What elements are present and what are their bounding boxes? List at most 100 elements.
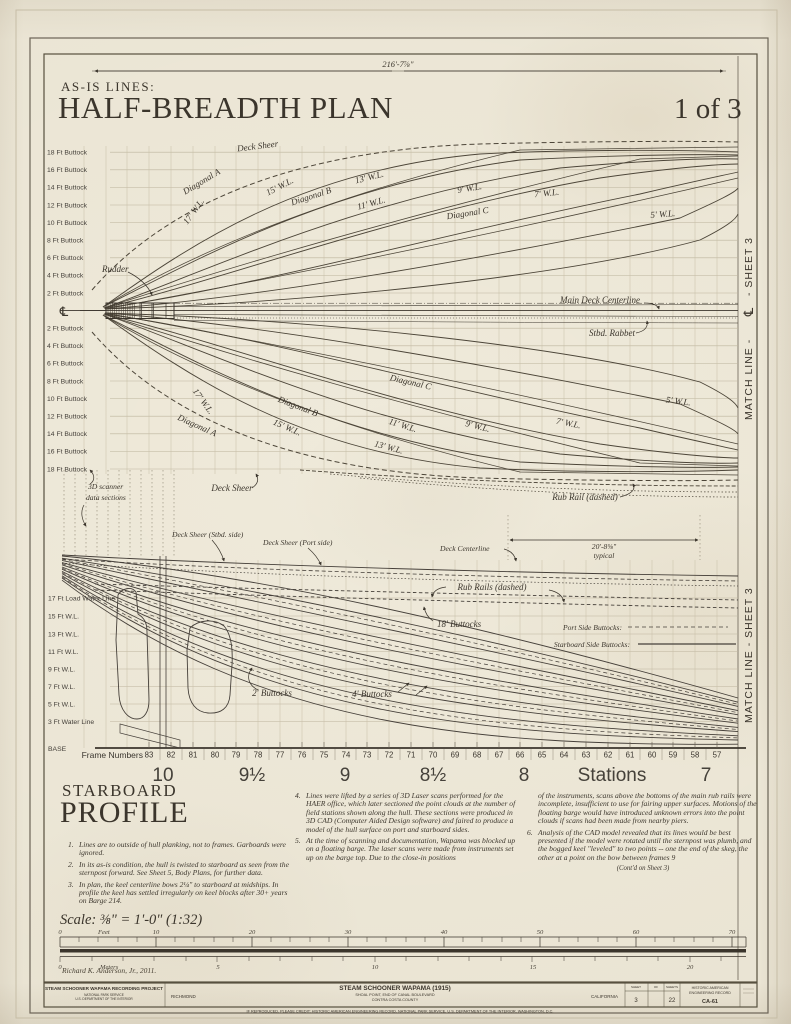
notes-column-1: 1. Lines are to outside of hull planking… <box>68 840 296 909</box>
deck-sheer-stbd-label: Deck Sheer (Stbd. side) <box>171 530 244 539</box>
curve-label-17wl: 17' W.L. <box>181 196 206 226</box>
upper-plan-grid <box>83 146 738 474</box>
delineator-signature: Richard K. Anderson, Jr., 2011. <box>61 966 156 975</box>
scanner-note-line1: 3D scanner <box>87 482 123 491</box>
continued-note: (Cont'd on Sheet 3) <box>616 865 670 873</box>
station-number: 10 <box>152 765 173 786</box>
note-text: Analysis of the CAD model revealed that … <box>538 827 752 862</box>
note-number: 4. <box>295 791 301 800</box>
station-number: 9½ <box>239 765 266 786</box>
curve-label-9wl: 9' W.L. <box>456 181 482 195</box>
match-line-upper: - SHEET 3 ℄ MATCH LINE - <box>742 237 757 420</box>
sheets-total: 22 <box>669 998 676 1004</box>
profile-heading-line2: PROFILE <box>60 796 189 829</box>
profile-labels: 17 Ft Load Water Line 15 Ft W.L. 13 Ft W… <box>48 582 736 753</box>
note-item: 2. In its as-is condition, the hull is t… <box>68 860 296 878</box>
stations-row: 10 9½ 9 8½ 8 Stations 7 <box>152 765 711 786</box>
centerline-symbol: ℄ <box>742 306 757 318</box>
feet-tick-label: 60 <box>633 929 640 936</box>
curve-label-diagonal-b: Diagonal B <box>289 185 333 208</box>
structure-address: SHOAL POINT, END OF CANAL BOULEVARD <box>355 993 434 997</box>
station-number: 8½ <box>420 765 447 786</box>
frame-number: 59 <box>669 751 678 760</box>
curve-label-11wl: 11' W.L. <box>356 195 386 212</box>
buttock-axis-labels: 18 Ft Buttock 16 Ft Buttock 14 Ft Buttoc… <box>47 150 88 474</box>
project-agency-line: NATIONAL PARK SERVICE <box>84 993 124 997</box>
profile-heading-line1: STARBOARD <box>62 781 178 800</box>
record-number: CA-61 <box>702 999 718 1005</box>
page-title: HALF-BREADTH PLAN <box>58 90 393 125</box>
mid-sheet-labels: 3D scanner data sections Deck Sheer Rub … <box>86 482 699 560</box>
sheet-of-indicator: 1 of 3 <box>674 93 742 125</box>
base-label: BASE <box>48 746 67 753</box>
buttock-label: 18 Ft Buttock <box>47 466 88 473</box>
buttock-label: 2 Ft Buttock <box>47 290 84 297</box>
note-number: 1. <box>68 840 74 849</box>
waterline-label: 15 Ft W.L. <box>48 614 79 621</box>
upper-plan-curve-labels: Deck Sheer Diagonal A 17' W.L. 15' W.L. … <box>101 138 691 455</box>
feet-tick-label: 0 <box>58 929 62 936</box>
typical-dimension-label: 20'-8⅝" <box>592 542 617 551</box>
curve-label-9wl: 9' W.L. <box>464 418 491 434</box>
meters-tick-label: 20 <box>687 964 694 971</box>
frame-number: 76 <box>298 751 307 760</box>
buttock-label: 8 Ft Buttock <box>47 238 84 245</box>
notes-column-2: 4. Lines were lifted by a series of 3D L… <box>295 791 519 865</box>
note-item: 5. At the time of scanning and documenta… <box>295 836 519 862</box>
feet-tick-label: 70 <box>729 929 736 936</box>
curve-label-diagonal-a: Diagonal A <box>180 166 222 197</box>
frame-number: 77 <box>276 751 285 760</box>
deck-sheer-port-label: Deck Sheer (Port side) <box>262 538 333 547</box>
of-word: OF <box>654 985 658 989</box>
frame-number: 67 <box>495 751 504 760</box>
feet-tick-label: 30 <box>344 929 352 936</box>
main-deck-centerline-label: Main Deck Centerline <box>559 295 640 305</box>
structure-title: STEAM SCHOONER WAPAMA (1915) <box>339 985 451 992</box>
state-label: CALIFORNIA <box>591 994 618 999</box>
buttock-label: 2 Ft Buttock <box>47 326 84 333</box>
frame-number: 82 <box>167 751 176 760</box>
buttock-label: 10 Ft Buttock <box>47 396 88 403</box>
upper-plan-curves <box>91 140 739 498</box>
meters-tick-label: 10 <box>372 964 379 971</box>
frame-number: 68 <box>473 751 482 760</box>
rudder-label: Rudder <box>101 264 129 274</box>
note-text: At the time of scanning and documentatio… <box>306 836 516 862</box>
note-item: 4. Lines were lifted by a series of 3D L… <box>295 791 519 834</box>
curve-label-15wl: 15' W.L. <box>272 417 303 438</box>
buttock-label: 14 Ft Buttock <box>47 431 88 438</box>
frame-number: 79 <box>232 751 241 760</box>
project-agency-line: U.S. DEPARTMENT OF THE INTERIOR <box>75 997 133 1001</box>
leader-arrows <box>81 271 660 566</box>
buttock-label: 6 Ft Buttock <box>47 255 84 262</box>
waterline-label: 11 Ft W.L. <box>48 649 79 656</box>
match-line-label: MATCH LINE - <box>743 339 755 420</box>
note-text: Lines were lifted by a series of 3D Lase… <box>306 791 516 834</box>
county-label: CONTRA COSTA COUNTY <box>372 998 419 1002</box>
waterline-label: 13 Ft W.L. <box>48 632 79 639</box>
note-text: In plan, the keel centerline bows 2¼" to… <box>79 879 288 906</box>
buttocks-18-label: 18' Buttocks <box>437 619 482 629</box>
legend-starboard-label: Starboard Side Buttocks: <box>554 640 630 649</box>
note-number: 5. <box>295 836 301 846</box>
note-item: 1. Lines are to outside of hull planking… <box>68 840 296 858</box>
meters-tick-label: 5 <box>216 964 220 971</box>
frame-number: 58 <box>691 751 700 760</box>
buttock-label: 14 Ft Buttock <box>47 185 88 192</box>
note-item: 3. In plan, the keel centerline bows 2¼"… <box>68 879 296 906</box>
deck-centerline-label: Deck Centerline <box>439 544 490 553</box>
frame-number: 72 <box>385 751 394 760</box>
feet-word: Feet <box>97 929 110 936</box>
match-line-sheet-label: MATCH LINE - SHEET 3 <box>743 587 755 723</box>
buttock-label: 10 Ft Buttock <box>47 220 88 227</box>
waterline-label: 9 Ft W.L. <box>48 667 75 674</box>
sheet-number: 3 <box>634 998 638 1004</box>
frame-number: 61 <box>626 751 635 760</box>
waterline-label: 17 Ft Load Water Line <box>48 596 115 603</box>
title-block: STEAM SCHOONER WAPAMA RECORDING PROJECT … <box>43 982 758 1014</box>
legend-port-label: Port Side Buttocks: <box>562 623 622 632</box>
note-number: 6. <box>527 827 533 837</box>
note-number <box>527 792 538 826</box>
deck-sheer-lower-label: Deck Sheer <box>210 483 253 493</box>
